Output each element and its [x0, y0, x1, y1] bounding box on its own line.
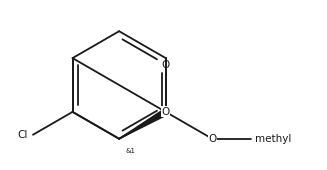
- Polygon shape: [119, 109, 167, 139]
- Text: O: O: [162, 107, 170, 117]
- Text: methyl: methyl: [255, 134, 292, 144]
- Text: O: O: [208, 134, 216, 144]
- Text: Cl: Cl: [17, 130, 27, 140]
- Text: &1: &1: [126, 148, 136, 155]
- Text: O: O: [162, 61, 170, 71]
